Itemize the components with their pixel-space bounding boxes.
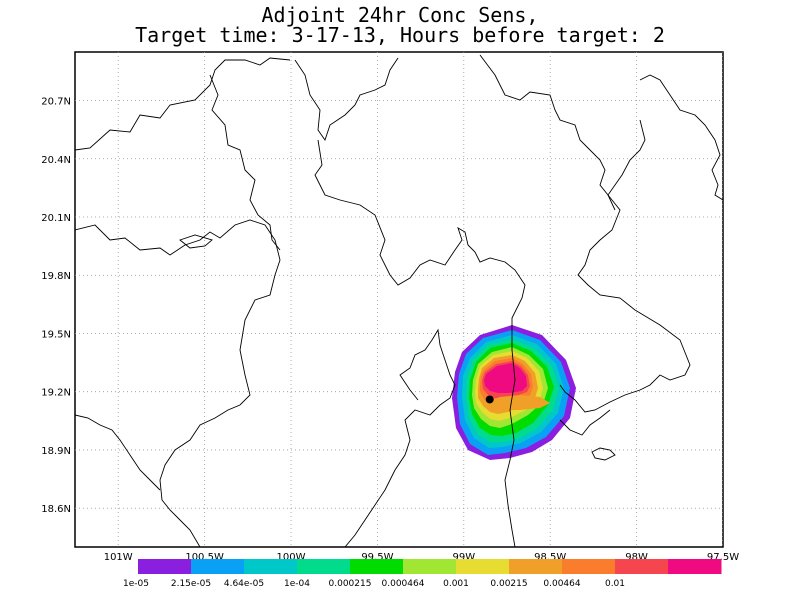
colorbar-label: 1e-05 <box>123 579 149 589</box>
colorbar-swatch <box>562 559 616 574</box>
state-borders <box>75 54 723 547</box>
latitude-label: 19.8N <box>41 271 71 282</box>
latitude-label: 20.7N <box>41 97 71 108</box>
latitude-label: 18.6N <box>41 504 71 515</box>
longitude-label: 101W <box>104 552 133 563</box>
longitude-label: 97.5W <box>707 552 739 563</box>
map-frame <box>74 51 724 548</box>
colorbar-label: 0.01 <box>605 579 625 589</box>
longitude-labels: 101W 100.5W 100W 99.5W 99W 98.5W 98W 97.5W <box>104 552 739 563</box>
colorbar-label: 0.00215 <box>490 579 527 589</box>
border-north-east <box>479 54 691 413</box>
border-south-center <box>344 328 456 547</box>
border-lake <box>591 447 616 461</box>
colorbar-swatch <box>456 559 510 574</box>
border-north-west <box>209 74 281 251</box>
border-east <box>639 74 723 201</box>
colorbar-label: 4.64e-05 <box>224 579 264 589</box>
colorbar-swatch <box>350 559 404 574</box>
latitude-label: 19.5N <box>41 329 71 340</box>
longitude-label: 98.5W <box>534 552 566 563</box>
border-center <box>314 139 526 547</box>
latitude-label: 18.9N <box>41 446 71 457</box>
longitude-label: 98W <box>625 552 648 563</box>
map-title-line1: Adjoint 24hr Conc Sens, <box>261 3 539 27</box>
border-west-outer <box>75 219 281 547</box>
border-south-west <box>75 414 161 491</box>
colorbar-label: 0.00464 <box>543 579 580 589</box>
colorbar-swatch <box>668 559 722 574</box>
latitude-label: 19.2N <box>41 388 71 399</box>
colorbar-swatch <box>244 559 298 574</box>
border-west-lake <box>179 234 213 249</box>
colorbar: 1e-05 2.15e-05 4.64e-05 1e-04 0.000215 0.0004… <box>123 559 722 589</box>
longitude-label: 99W <box>452 552 475 563</box>
border-east-inner <box>607 119 646 211</box>
longitude-label: 100.5W <box>185 552 224 563</box>
border-central-north <box>294 57 399 141</box>
colorbar-swatch <box>509 559 563 574</box>
border-west <box>75 57 291 151</box>
colorbar-label: 1e-04 <box>284 579 310 589</box>
plume-orange-band <box>482 395 550 410</box>
longitude-label: 99.5W <box>361 552 393 563</box>
sensitivity-plume <box>452 325 576 460</box>
latitude-label: 20.4N <box>41 155 71 166</box>
latitude-label: 20.1N <box>41 213 71 224</box>
colorbar-label: 0.000215 <box>329 579 372 589</box>
target-marker <box>485 395 494 404</box>
map-title-line2: Target time: 3-17-13, Hours before targe… <box>135 23 665 47</box>
latitude-labels: 20.7N 20.4N 20.1N 19.8N 19.5N 19.2N 18.9N 18.6N <box>41 97 71 516</box>
colorbar-swatch <box>615 559 669 574</box>
colorbar-label: 2.15e-05 <box>171 579 211 589</box>
longitude-label: 100W <box>277 552 306 563</box>
colorbar-swatch <box>403 559 457 574</box>
grid-lines <box>75 52 723 547</box>
colorbar-label: 0.000464 <box>382 579 425 589</box>
colorbar-swatch <box>297 559 351 574</box>
colorbar-label: 0.001 <box>443 579 469 589</box>
border-east-south <box>559 409 611 436</box>
colorbar-swatch <box>138 559 192 574</box>
plume-level-11 <box>484 363 527 393</box>
colorbar-swatch <box>191 559 245 574</box>
